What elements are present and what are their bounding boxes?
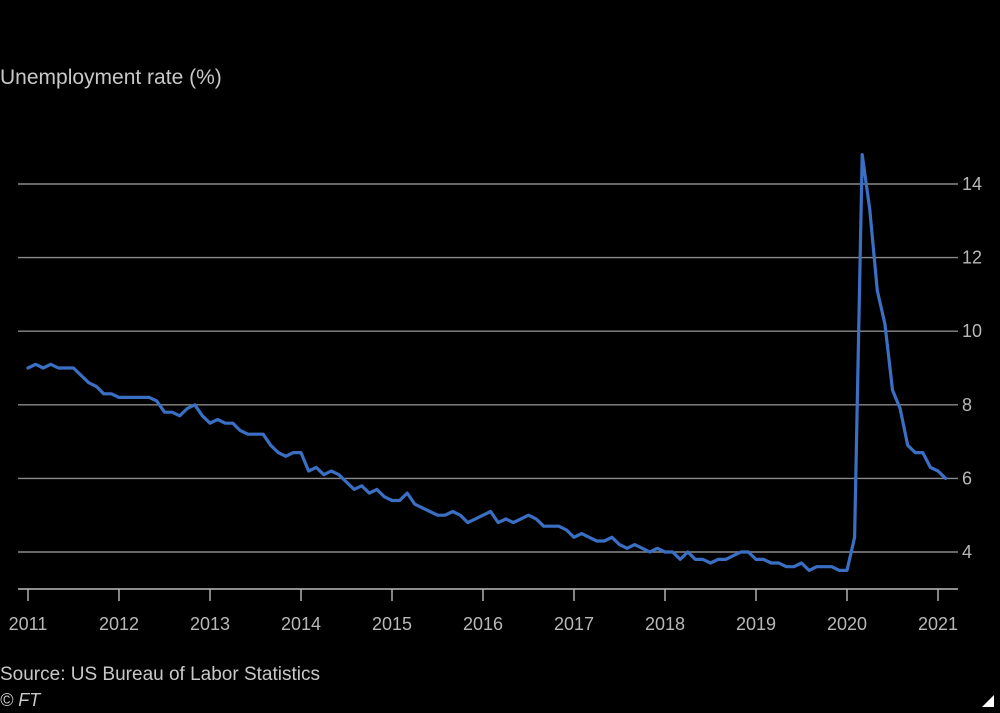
series-layer [26, 153, 948, 573]
series-line-0 [26, 153, 948, 573]
x-tick-label: 2013 [190, 614, 230, 634]
x-tick-label: 2020 [827, 614, 867, 634]
y-tick-label: 14 [962, 174, 982, 194]
y-tick-label: 6 [962, 468, 972, 488]
x-tick-label: 2017 [554, 614, 594, 634]
y-tick-label: 4 [962, 542, 972, 562]
x-tick-label: 2011 [9, 614, 48, 634]
x-axis: 2011 2012 2013 2014 2015 2016 2017 2018 2019 2020… [9, 588, 958, 634]
x-tick-label: 2019 [736, 614, 776, 634]
x-tick-label: 2014 [281, 614, 321, 634]
x-tick-label: 2018 [645, 614, 685, 634]
y-tick-label: 10 [962, 321, 982, 341]
source-note: Source: US Bureau of Labor Statistics [0, 664, 320, 685]
x-tick-label: 2021 [918, 614, 958, 634]
expand-corner-icon[interactable] [982, 695, 994, 707]
copyright-note: © FT [0, 690, 41, 710]
y-tick-label: 12 [962, 248, 982, 268]
x-tick-label: 2012 [99, 614, 139, 634]
y-tick-label: 8 [962, 395, 972, 415]
y-axis-labels: 4 6 8 10 12 14 [962, 174, 982, 562]
x-tick-label: 2015 [372, 614, 412, 634]
x-tick-label: 2016 [463, 614, 503, 634]
grid-lines [18, 183, 958, 553]
chart-title: Unemployment rate (%) [0, 66, 222, 89]
